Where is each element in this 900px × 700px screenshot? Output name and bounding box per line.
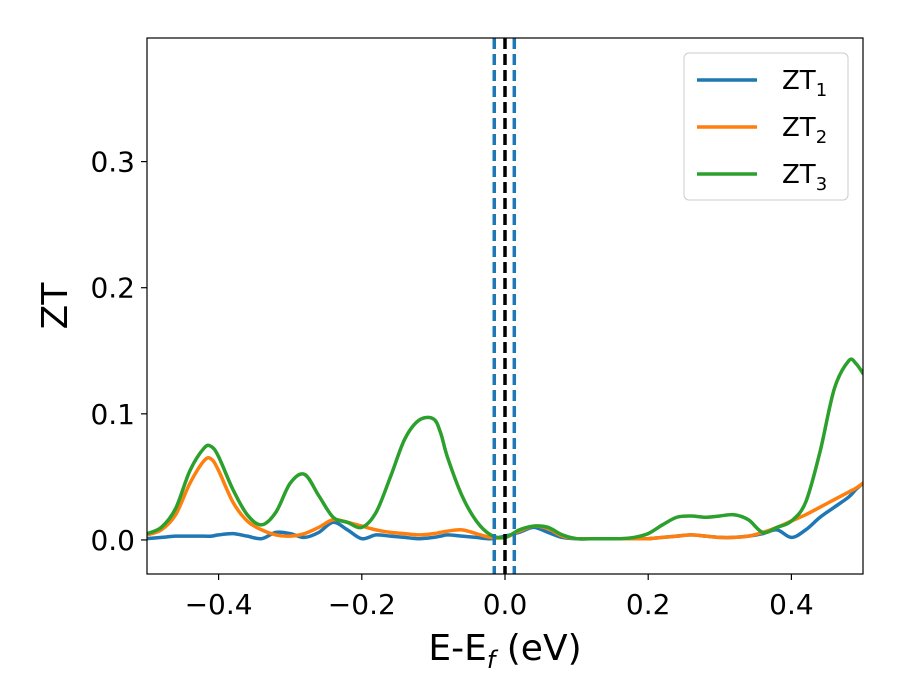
x-tick-label: −0.4 (185, 588, 253, 621)
legend-label-zt1: ZT1 (782, 66, 827, 101)
y-axis: 0.0 0.1 0.2 0.3 (90, 146, 147, 557)
y-axis-label: ZT (35, 282, 76, 330)
y-tick-label: 0.0 (90, 524, 135, 557)
legend-label-zt3: ZT3 (782, 160, 827, 195)
x-axis-label: E-Ef (eV) (428, 628, 581, 674)
legend-label-zt2: ZT2 (782, 113, 827, 148)
legend-box (683, 52, 849, 201)
y-tick-label: 0.2 (90, 272, 135, 305)
plot-area (147, 38, 863, 574)
legend: ZT1 ZT2 ZT3 (683, 52, 849, 201)
x-tick-label: 0.0 (483, 588, 528, 621)
y-tick-label: 0.1 (90, 398, 135, 431)
x-tick-label: −0.2 (328, 588, 396, 621)
x-tick-label: 0.4 (769, 588, 814, 621)
x-axis: −0.4 −0.2 0.0 0.2 0.4 (185, 574, 814, 621)
x-tick-label: 0.2 (626, 588, 671, 621)
series-line-zt3 (147, 357, 863, 541)
y-tick-label: 0.3 (90, 146, 135, 179)
